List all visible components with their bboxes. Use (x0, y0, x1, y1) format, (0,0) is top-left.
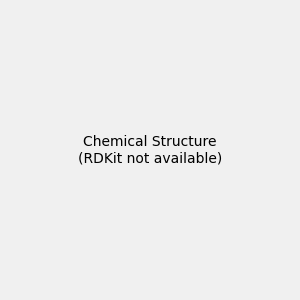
Text: Chemical Structure
(RDKit not available): Chemical Structure (RDKit not available) (78, 135, 222, 165)
